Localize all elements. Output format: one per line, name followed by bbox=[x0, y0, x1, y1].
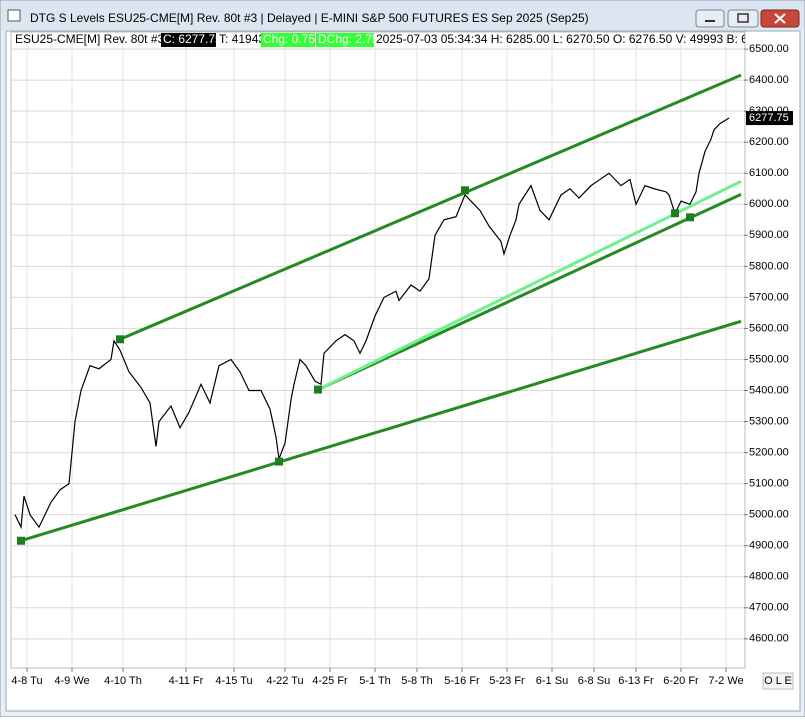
y-tick-label: 6500.00 bbox=[749, 43, 789, 55]
corner-buttons-label: O L E bbox=[764, 675, 792, 687]
price-line bbox=[14, 117, 730, 530]
anchor-marker bbox=[461, 186, 469, 195]
y-tick-label: 6400.00 bbox=[749, 74, 789, 86]
y-tick-label: 5300.00 bbox=[749, 415, 789, 427]
close-bg bbox=[161, 33, 216, 47]
x-tick-label: 6-1 Su bbox=[536, 675, 568, 687]
y-tick-label: 6000.00 bbox=[749, 198, 789, 210]
anchor-marker bbox=[686, 213, 694, 222]
y-tick-label: 5200.00 bbox=[749, 446, 789, 458]
info-symbol: ESU25-CME[M] Rev. 80t #3 bbox=[15, 32, 164, 46]
y-tick-label: 4900.00 bbox=[749, 540, 789, 552]
anchor-marker bbox=[671, 209, 679, 218]
window-title: DTG S Levels ESU25-CME[M] Rev. 80t #3 | … bbox=[30, 11, 589, 25]
trend-line bbox=[20, 319, 742, 543]
last-price-label: 6277.75 bbox=[749, 112, 789, 124]
y-tick-label: 5500.00 bbox=[749, 353, 789, 365]
y-tick-label: 5400.00 bbox=[749, 384, 789, 396]
maximize-icon bbox=[737, 13, 749, 23]
app-icon bbox=[7, 9, 21, 22]
day-change-bg bbox=[316, 33, 374, 47]
change-bg bbox=[261, 33, 315, 47]
x-tick-label: 5-1 Th bbox=[359, 675, 391, 687]
y-tick-label: 5800.00 bbox=[749, 260, 789, 272]
trend-line bbox=[317, 179, 742, 391]
x-tick-label: 4-22 Tu bbox=[266, 675, 303, 687]
anchor-marker bbox=[275, 457, 283, 466]
minimize-button[interactable] bbox=[695, 9, 725, 28]
x-tick-label: 5-16 Fr bbox=[444, 675, 480, 687]
y-tick-label: 6200.00 bbox=[749, 136, 789, 148]
x-tick-label: 7-2 We bbox=[708, 675, 743, 687]
title-bar bbox=[1, 1, 804, 30]
trend-line bbox=[119, 73, 742, 341]
y-tick-label: 6100.00 bbox=[749, 167, 789, 179]
x-tick-label: 5-23 Fr bbox=[489, 675, 525, 687]
y-tick-label: 4600.00 bbox=[749, 633, 789, 645]
y-tick-label: 5900.00 bbox=[749, 229, 789, 241]
y-tick-label: 5600.00 bbox=[749, 322, 789, 334]
anchor-marker bbox=[116, 335, 124, 344]
x-tick-label: 6-13 Fr bbox=[618, 675, 654, 687]
x-tick-label: 4-8 Tu bbox=[11, 675, 42, 687]
x-tick-label: 5-8 Th bbox=[401, 675, 433, 687]
x-tick-label: 4-11 Fr bbox=[169, 675, 204, 687]
info-close: C: 6277.75 bbox=[163, 32, 222, 46]
x-tick-label: 4-9 We bbox=[54, 675, 89, 687]
y-tick-label: 4700.00 bbox=[749, 602, 789, 614]
info-ticks: T: 41943 bbox=[219, 32, 265, 46]
maximize-button[interactable] bbox=[727, 9, 759, 28]
info-change: Chg: 0.75 bbox=[263, 32, 315, 46]
anchor-marker bbox=[17, 536, 25, 545]
x-tick-label: 6-8 Su bbox=[578, 675, 610, 687]
close-icon bbox=[774, 13, 786, 24]
last-price-box bbox=[746, 111, 793, 126]
x-tick-label: 4-25 Fr bbox=[312, 675, 348, 687]
plot-area bbox=[10, 31, 746, 669]
x-tick-label: 4-15 Tu bbox=[215, 675, 252, 687]
x-tick-label: 6-20 Fr bbox=[663, 675, 699, 687]
y-tick-label: 5700.00 bbox=[749, 291, 789, 303]
y-tick-label: 4800.00 bbox=[749, 571, 789, 583]
info-details: 2025-07-03 05:34:34 H: 6285.00 L: 6270.5… bbox=[376, 32, 785, 46]
y-tick-label: 5100.00 bbox=[749, 478, 789, 490]
corner-buttons[interactable] bbox=[762, 672, 794, 690]
y-tick-label: 5000.00 bbox=[749, 509, 789, 521]
info-day-change: DChg: 2.75 bbox=[318, 32, 379, 46]
anchor-marker bbox=[314, 385, 322, 394]
trend-line bbox=[317, 192, 742, 391]
x-tick-label: 4-10 Th bbox=[104, 675, 142, 687]
